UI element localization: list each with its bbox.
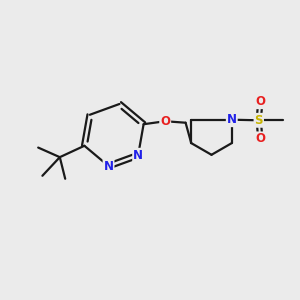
Text: O: O — [160, 115, 170, 128]
Text: N: N — [133, 149, 143, 162]
Text: N: N — [103, 160, 113, 172]
Text: O: O — [255, 95, 265, 108]
Text: N: N — [227, 113, 237, 126]
Text: O: O — [255, 132, 265, 146]
Text: S: S — [254, 114, 263, 127]
